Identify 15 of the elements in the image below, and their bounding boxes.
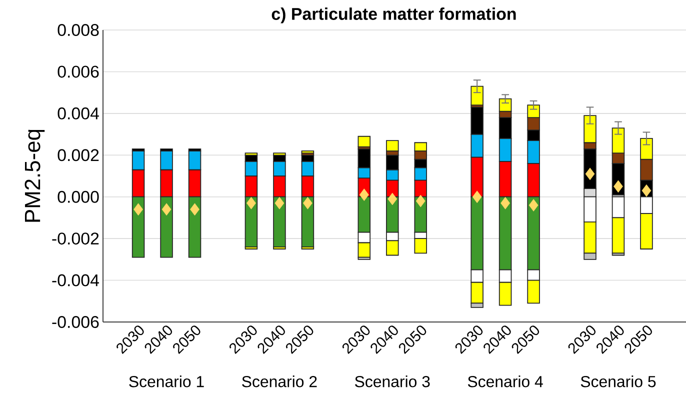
text: Scenario 5 [580, 376, 656, 388]
y-tick-label: 0.000 [58, 190, 99, 203]
y-tick-label: 0.004 [58, 107, 99, 120]
y-tick-label: -0.002 [52, 232, 99, 245]
text: Scenario 1 [129, 376, 204, 388]
y-axis-title: PM2.5-eq [24, 130, 45, 222]
y-tick-label: -0.006 [52, 316, 99, 328]
y-tick-label: 0.008 [58, 24, 99, 36]
y-tick-label: -0.004 [52, 274, 99, 286]
text: Scenario 3 [355, 376, 430, 388]
y-tick-label: 0.002 [58, 149, 99, 162]
chart-title: c) Particulate matter formation [272, 8, 516, 24]
text: Scenario 4 [468, 376, 543, 388]
text: Scenario 2 [242, 376, 317, 388]
y-tick-label: 0.006 [58, 66, 99, 78]
